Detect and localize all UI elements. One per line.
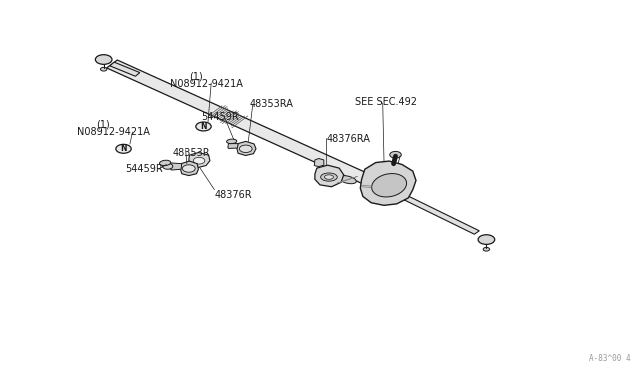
Circle shape (193, 157, 205, 164)
Ellipse shape (339, 176, 356, 184)
Circle shape (116, 144, 131, 153)
Circle shape (239, 145, 252, 153)
Text: N: N (200, 122, 207, 131)
Polygon shape (381, 185, 479, 234)
Text: N08912-9421A: N08912-9421A (77, 127, 150, 137)
Circle shape (100, 67, 107, 71)
Circle shape (95, 55, 112, 64)
Text: N08912-9421A: N08912-9421A (170, 79, 243, 89)
Polygon shape (189, 153, 210, 167)
Polygon shape (315, 165, 344, 187)
Text: 48353RA: 48353RA (250, 99, 294, 109)
Text: 48353R: 48353R (173, 148, 211, 157)
Polygon shape (170, 163, 182, 170)
Text: 54459R: 54459R (202, 112, 239, 122)
Polygon shape (237, 141, 256, 155)
Polygon shape (360, 161, 416, 205)
Circle shape (483, 247, 490, 251)
Polygon shape (180, 161, 198, 176)
Polygon shape (107, 60, 389, 191)
Ellipse shape (324, 175, 333, 179)
Circle shape (478, 235, 495, 244)
Ellipse shape (372, 174, 406, 197)
Ellipse shape (321, 173, 337, 181)
Text: (1): (1) (96, 120, 109, 129)
Polygon shape (110, 62, 140, 76)
Text: 54459R: 54459R (125, 164, 163, 174)
Polygon shape (228, 144, 238, 148)
Text: A-83^00 4: A-83^00 4 (589, 354, 630, 363)
Ellipse shape (159, 160, 171, 166)
Text: N: N (120, 144, 127, 153)
Text: SEE SEC.492: SEE SEC.492 (355, 97, 417, 107)
Circle shape (182, 165, 195, 172)
Ellipse shape (227, 139, 237, 144)
Circle shape (163, 163, 173, 169)
Text: (1): (1) (189, 71, 202, 81)
Circle shape (196, 122, 211, 131)
Circle shape (390, 151, 401, 158)
Text: 48376RA: 48376RA (326, 135, 371, 144)
Polygon shape (314, 158, 324, 167)
Text: 48376R: 48376R (214, 190, 252, 200)
